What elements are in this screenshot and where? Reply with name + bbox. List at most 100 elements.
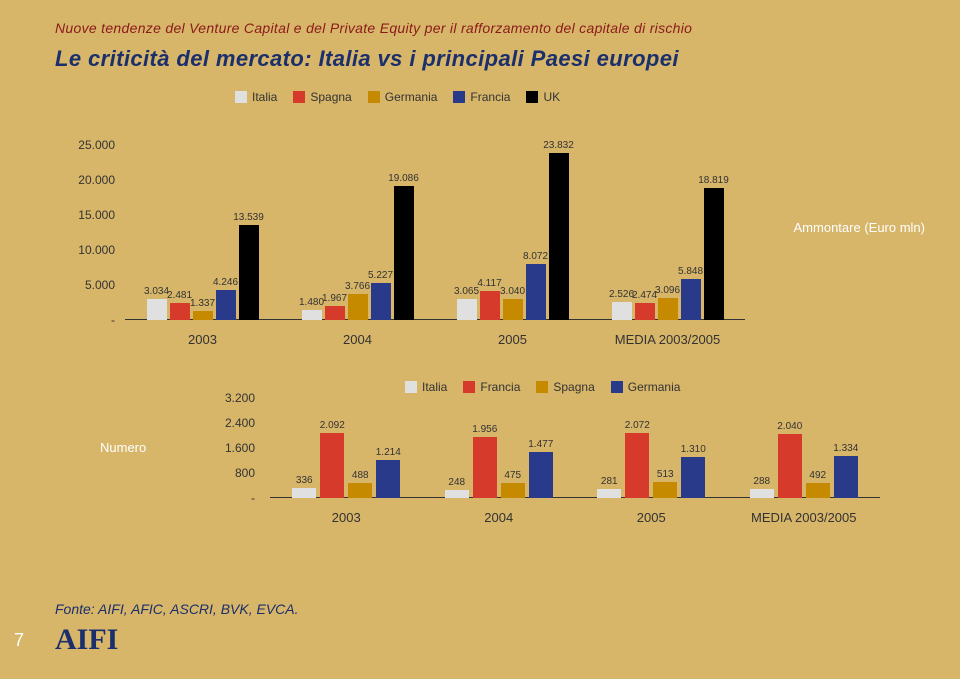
bar — [526, 264, 546, 321]
y-tick: 1.600 — [225, 441, 255, 455]
bar — [750, 489, 774, 498]
legend-label: Spagna — [553, 380, 594, 394]
legend-key: Germania — [368, 90, 438, 104]
bar — [501, 483, 525, 498]
legend-key: Spagna — [536, 380, 594, 394]
bar — [394, 186, 414, 320]
bar-value: 2.092 — [302, 420, 362, 431]
bar — [529, 452, 553, 498]
slide: Nuove tendenze del Venture Capital e del… — [0, 0, 960, 679]
bar — [371, 283, 391, 320]
bar — [704, 188, 724, 320]
bar — [778, 434, 802, 498]
legend-swatch — [526, 91, 538, 103]
legend-swatch — [611, 381, 623, 393]
bar — [376, 460, 400, 498]
chart2-y-axis: -8001.6002.4003.200 — [195, 398, 255, 498]
legend-label: Italia — [252, 90, 277, 104]
bar — [348, 483, 372, 498]
bar — [147, 299, 167, 320]
bar-value: 1.477 — [511, 439, 571, 450]
bar — [216, 290, 236, 320]
bar-value: 1.956 — [455, 424, 515, 435]
bar-value: 23.832 — [529, 140, 589, 151]
bar — [292, 488, 316, 499]
category-label: MEDIA 2003/2005 — [744, 510, 864, 525]
bar — [681, 279, 701, 320]
legend-swatch — [463, 381, 475, 393]
bar-value: 1.310 — [663, 444, 723, 455]
y-tick: 10.000 — [78, 243, 115, 257]
legend-key: UK — [526, 90, 560, 104]
bar — [503, 299, 523, 320]
y-tick: 25.000 — [78, 138, 115, 152]
logo: AIFI — [55, 623, 118, 657]
bar-value: 2.072 — [607, 420, 667, 431]
bar — [193, 311, 213, 320]
bar — [473, 437, 497, 498]
bar — [549, 153, 569, 320]
y-tick: - — [251, 491, 255, 505]
source-text: Fonte: AIFI, AFIC, ASCRI, BVK, EVCA. — [55, 601, 299, 617]
bar-value: 18.819 — [684, 175, 744, 186]
chart-amount: Italia Spagna Germania Francia UK Ammontare … — [55, 90, 925, 350]
legend-label: Francia — [480, 380, 520, 394]
bar — [325, 306, 345, 320]
category-label: 2003 — [143, 332, 263, 347]
page-number: 7 — [14, 630, 24, 651]
bar — [445, 490, 469, 498]
bar — [597, 489, 621, 498]
chart1-plot: 3.0342.4811.3374.24613.53920031.4801.967… — [125, 145, 745, 320]
bar-value: 19.086 — [374, 173, 434, 184]
legend-swatch — [453, 91, 465, 103]
bar — [658, 298, 678, 320]
legend-label: Germania — [385, 90, 438, 104]
legend-label: Spagna — [310, 90, 351, 104]
legend-swatch — [235, 91, 247, 103]
legend-swatch — [368, 91, 380, 103]
chart2-plot: 3362.0924881.21420032481.9564751.4772004… — [270, 398, 880, 498]
bar — [457, 299, 477, 320]
legend-key: Germania — [611, 380, 681, 394]
legend-key: Italia — [235, 90, 277, 104]
legend-label: Italia — [422, 380, 447, 394]
category-label: 2005 — [591, 510, 711, 525]
legend-swatch — [536, 381, 548, 393]
category-label: 2005 — [453, 332, 573, 347]
legend-key: Francia — [463, 380, 520, 394]
legend-label: Germania — [628, 380, 681, 394]
legend-swatch — [293, 91, 305, 103]
subtitle: Nuove tendenze del Venture Capital e del… — [55, 20, 930, 36]
legend-top: Italia Spagna Germania Francia UK — [235, 90, 925, 104]
legend-label: UK — [543, 90, 560, 104]
bar — [302, 310, 322, 320]
legend-key: Spagna — [293, 90, 351, 104]
y-tick: - — [111, 313, 115, 327]
bar-value: 13.539 — [219, 212, 279, 223]
legend-label: Francia — [470, 90, 510, 104]
bar-value: 2.040 — [760, 421, 820, 432]
bar — [834, 456, 858, 498]
y-tick: 800 — [235, 466, 255, 480]
category-label: MEDIA 2003/2005 — [608, 332, 728, 347]
legend-bottom: Italia Francia Spagna Germania — [405, 380, 925, 394]
category-label: 2004 — [439, 510, 559, 525]
main-title: Le criticità del mercato: Italia vs i pr… — [55, 46, 930, 72]
category-label: 2004 — [298, 332, 418, 347]
y-tick: 2.400 — [225, 416, 255, 430]
bar — [653, 482, 677, 498]
bar — [612, 302, 632, 320]
legend-key: Italia — [405, 380, 447, 394]
bar — [239, 225, 259, 320]
chart1-y-axis: -5.00010.00015.00020.00025.000 — [55, 145, 115, 320]
legend-key: Francia — [453, 90, 510, 104]
chart-count: ItaliaFranciaSpagnaGermania Numero -8001… — [55, 380, 925, 535]
chart1-right-label: Ammontare (Euro mln) — [794, 220, 925, 235]
y-tick: 5.000 — [85, 278, 115, 292]
bar-value: 1.334 — [816, 443, 876, 454]
bar — [806, 483, 830, 498]
y-tick: 3.200 — [225, 391, 255, 405]
bar-value: 1.214 — [358, 447, 418, 458]
category-label: 2003 — [286, 510, 406, 525]
legend-swatch — [405, 381, 417, 393]
